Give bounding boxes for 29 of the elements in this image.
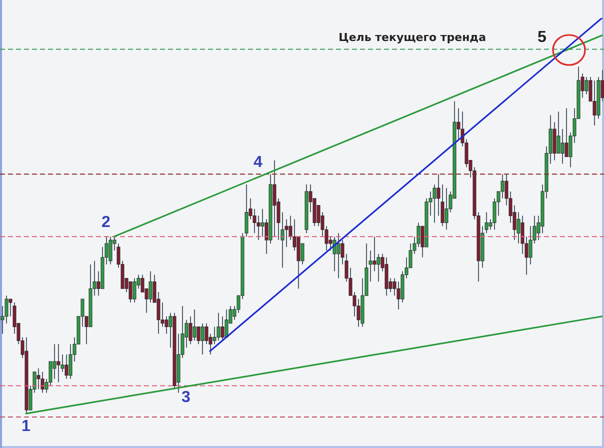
candlestick xyxy=(128,281,132,304)
candlestick xyxy=(260,208,264,238)
candlestick xyxy=(56,344,60,383)
candlestick xyxy=(444,188,448,230)
candlestick xyxy=(148,270,152,304)
candlestick xyxy=(52,344,56,380)
annotation: 3 xyxy=(182,389,190,406)
text: 5 xyxy=(538,29,546,46)
candlestick xyxy=(432,184,436,224)
candlestick xyxy=(216,312,220,342)
candlestick xyxy=(272,160,276,238)
annotation: 4 xyxy=(254,154,262,171)
candlestick xyxy=(192,308,196,342)
candlestick xyxy=(36,368,40,390)
ref-line-label: Цель текущего тренда xyxy=(338,31,486,44)
candlestick xyxy=(336,232,340,279)
candlestick xyxy=(220,316,224,342)
candlestick xyxy=(224,308,228,338)
candlestick xyxy=(592,80,596,126)
candlestick xyxy=(560,128,564,164)
candlestick xyxy=(40,371,44,394)
candlestick xyxy=(200,322,204,356)
candlestick xyxy=(64,354,68,380)
candlestick xyxy=(108,236,112,265)
candlestick xyxy=(372,236,376,272)
candlestick xyxy=(500,174,504,199)
candlestick xyxy=(132,278,136,304)
text: 1 xyxy=(22,418,30,435)
annotation: 2 xyxy=(102,214,110,231)
